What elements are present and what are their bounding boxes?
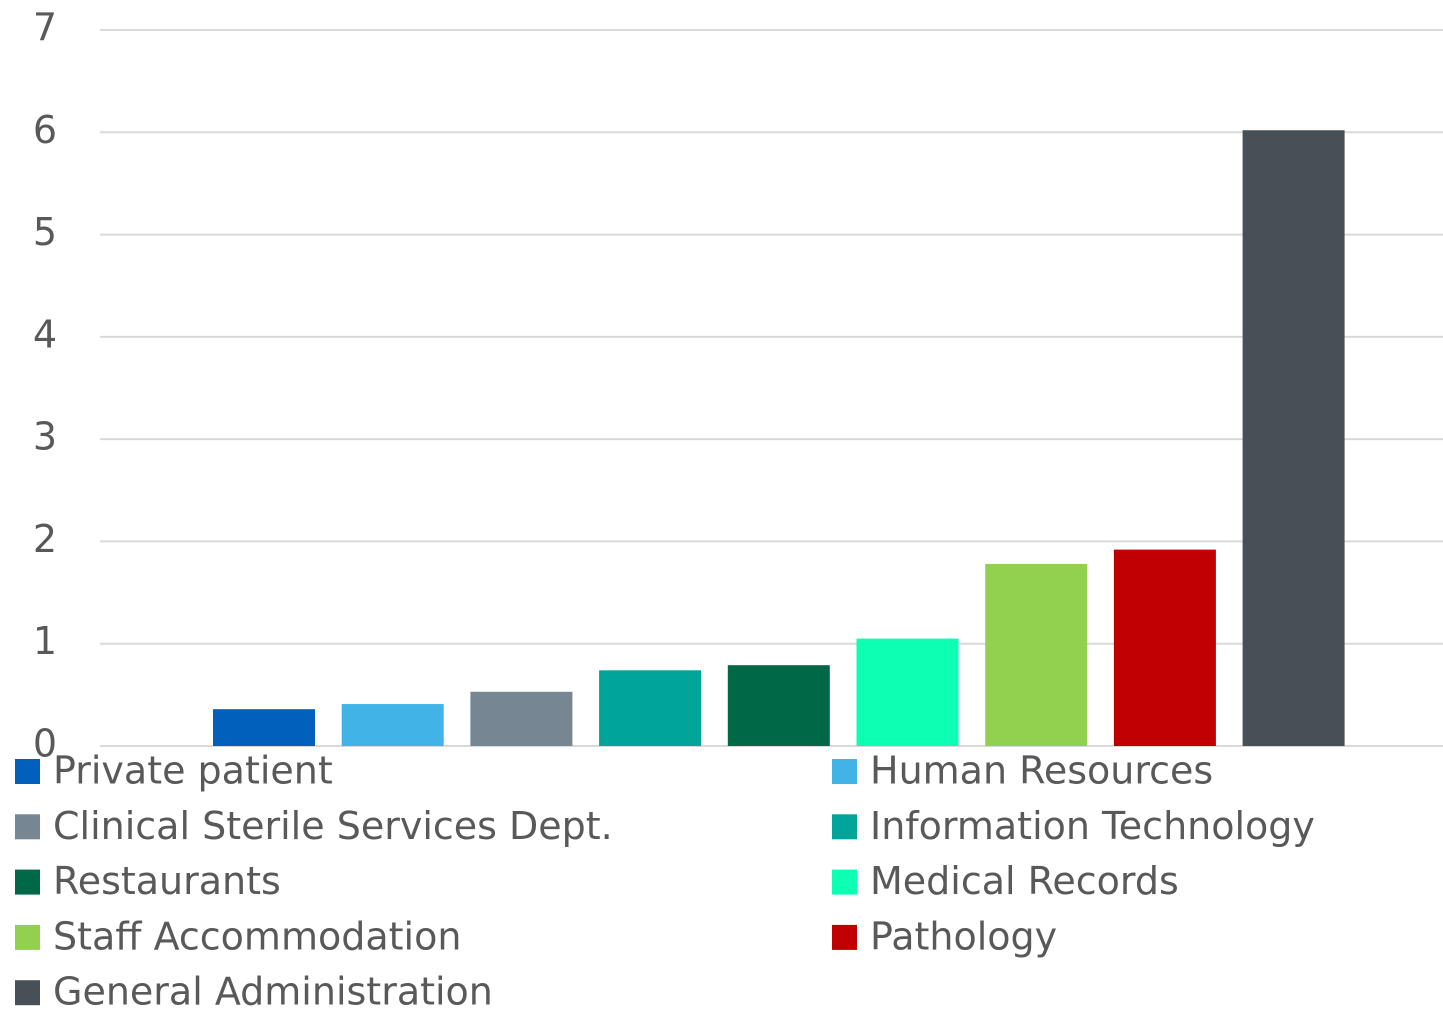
bar	[1242, 130, 1345, 747]
legend-label: Restaurants	[53, 859, 281, 903]
bar	[599, 670, 702, 746]
bar	[856, 638, 959, 746]
y-tick-label: 4	[33, 312, 57, 356]
legend-swatch	[832, 869, 857, 895]
legend-swatch	[15, 980, 40, 1006]
bar	[985, 563, 1088, 746]
legend-swatch	[832, 814, 857, 840]
y-tick-label: 2	[33, 517, 57, 561]
legend-label: Pathology	[870, 914, 1057, 958]
y-tick-label: 5	[33, 210, 57, 254]
legend-swatch	[832, 924, 857, 950]
legend-label: Information Technology	[870, 804, 1315, 848]
y-tick-label: 0	[33, 722, 57, 766]
y-tick-label: 6	[33, 108, 57, 152]
bar	[727, 665, 830, 746]
legend-swatch	[15, 924, 40, 950]
bar	[1113, 549, 1216, 746]
legend-swatch	[15, 814, 40, 840]
legend-swatch	[832, 759, 857, 784]
y-tick-label: 7	[33, 6, 57, 50]
legend-label: Staff Accommodation	[53, 914, 461, 958]
bar	[341, 704, 444, 746]
bar	[213, 709, 315, 746]
legend-label: Medical Records	[870, 859, 1179, 903]
y-tick-label: 1	[33, 619, 57, 663]
legend-swatch	[15, 869, 40, 895]
legend-swatch	[15, 759, 40, 784]
legend-label: Private patient	[53, 749, 333, 793]
y-tick-label: 3	[33, 415, 57, 459]
legend-label: Clinical Sterile Services Dept.	[53, 804, 613, 848]
legend-label: Human Resources	[870, 749, 1213, 793]
bar	[470, 691, 573, 746]
legend-label: General Administration	[53, 970, 493, 1009]
